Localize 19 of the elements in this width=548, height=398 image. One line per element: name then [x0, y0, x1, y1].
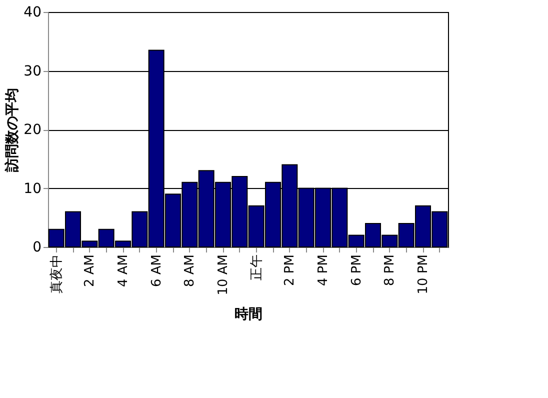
x-tick-label: 4 PM [316, 254, 331, 286]
x-tick-label: 10 PM [416, 254, 431, 294]
y-tick-label: 0 [32, 240, 42, 256]
x-tick-label: 6 PM [349, 254, 364, 286]
y-axis-title: 訪問数の平均 [4, 88, 21, 173]
x-tick-label: 真夜中 [48, 254, 64, 294]
y-tick-label: 40 [24, 4, 42, 20]
x-tick-label: 10 AM [216, 254, 231, 296]
x-tick-label: 2 PM [282, 254, 298, 286]
x-tick-label: 6 AM [149, 254, 164, 288]
x-tick-label: 8 PM [382, 254, 398, 286]
x-tick-label: 2 AM [82, 254, 98, 288]
y-tick-label: 10 [24, 180, 42, 197]
x-tick-label: 4 AM [116, 254, 131, 288]
x-tick-label: 正午 [249, 254, 264, 280]
x-axis-title: 時間 [234, 306, 262, 322]
y-tick-label: 30 [24, 63, 42, 80]
y-tick-label: 20 [24, 122, 42, 138]
x-tick-label: 8 AM [182, 254, 198, 288]
